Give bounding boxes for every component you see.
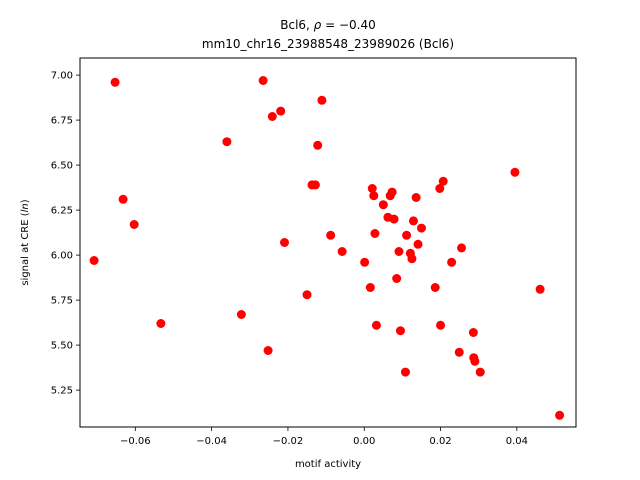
data-point [236, 310, 246, 319]
data-point [302, 290, 312, 300]
data-point [370, 229, 380, 238]
data-point [413, 239, 423, 249]
data-point [313, 140, 323, 150]
x-tick-label: −0.04 [196, 436, 227, 447]
x-tick-label: 0.00 [353, 436, 375, 447]
data-point [118, 194, 128, 204]
y-tick-label: 6.75 [51, 116, 73, 127]
data-point [555, 410, 565, 420]
data-point [222, 137, 232, 147]
data-point [454, 347, 464, 357]
data-point [400, 367, 410, 377]
data-point [371, 320, 381, 330]
data-point [510, 167, 520, 177]
x-tick-label: −0.02 [273, 436, 304, 447]
plot-frame [79, 57, 577, 428]
data-point [110, 77, 120, 87]
y-tick-label: 5.50 [51, 341, 73, 352]
data-point [407, 254, 417, 264]
data-point [263, 346, 273, 355]
y-tick-label: 5.75 [51, 296, 73, 307]
data-point [387, 187, 397, 197]
data-point [378, 200, 388, 210]
data-point [258, 76, 268, 85]
data-points [89, 76, 565, 420]
data-point [129, 220, 139, 229]
x-tick-label: 0.04 [506, 436, 528, 447]
y-tick-label: 6.00 [51, 251, 73, 262]
data-point [365, 283, 375, 292]
data-point [475, 367, 485, 377]
data-point [337, 247, 347, 256]
data-point [468, 328, 478, 337]
data-point [438, 176, 448, 186]
data-point [369, 191, 379, 201]
y-axis-label: signal at CRE (ln) [20, 199, 31, 285]
x-axis-label: motif activity [295, 459, 361, 470]
data-point [395, 326, 405, 336]
data-point [436, 320, 446, 330]
y-axis-ticks: 5.25 5.50 5.75 6.00 6.25 6.50 6.75 7.00 [51, 71, 80, 397]
data-point [470, 356, 480, 366]
chart-subtitle: mm10_chr16_23988548_23989026 (Bcl6) [202, 37, 454, 51]
y-tick-label: 6.25 [51, 206, 73, 217]
data-point [389, 214, 399, 224]
rho-symbol: ρ [314, 18, 322, 32]
data-point [457, 243, 467, 253]
data-point [402, 230, 412, 240]
data-point [156, 319, 166, 328]
data-point [535, 284, 545, 294]
x-axis-ticks: −0.06 −0.04 −0.02 0.00 0.02 0.04 [120, 427, 528, 447]
y-tick-label: 7.00 [51, 71, 73, 82]
ylabel-italic: ln [20, 203, 31, 212]
data-point [430, 283, 440, 292]
data-point [411, 193, 421, 202]
data-point [276, 106, 286, 116]
data-point [360, 257, 370, 267]
data-point [317, 95, 327, 105]
data-point [435, 184, 445, 193]
data-point [280, 238, 289, 247]
chart-title: Bcl6, ρ = −0.40 [280, 18, 376, 32]
data-point [89, 256, 99, 265]
data-point [408, 216, 418, 226]
y-tick-label: 6.50 [51, 161, 73, 172]
data-point [367, 184, 377, 193]
data-point [392, 274, 402, 283]
x-tick-label: 0.02 [429, 436, 451, 447]
data-point [447, 257, 457, 267]
data-point [394, 247, 404, 256]
x-tick-label: −0.06 [120, 436, 151, 447]
data-point [326, 230, 336, 240]
data-point [267, 112, 277, 121]
data-point [310, 180, 320, 190]
data-point [416, 223, 426, 233]
y-tick-label: 5.25 [51, 386, 73, 397]
